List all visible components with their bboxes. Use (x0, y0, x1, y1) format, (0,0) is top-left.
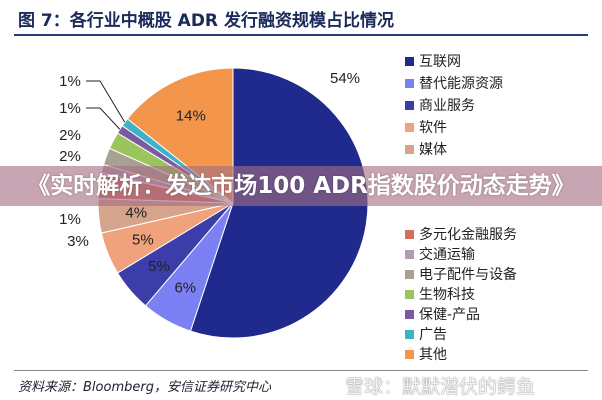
legend-swatch (405, 249, 414, 259)
data-label: 5% (148, 258, 170, 275)
legend-swatch (405, 78, 414, 88)
legend-item: 媒体 (405, 138, 503, 160)
data-label: 54% (330, 70, 360, 87)
legend-item: 软件 (405, 116, 503, 138)
legend-swatch (405, 100, 414, 110)
legend-swatch (405, 144, 414, 154)
legend-label: 电子配件与设备 (419, 267, 517, 283)
legend: 互联网替代能源资源 商业服务软件媒体 (405, 50, 503, 160)
legend-item: 交通运输 (405, 244, 517, 264)
data-label: 5% (132, 231, 154, 248)
legend-label: 互联网 (419, 54, 461, 70)
title-divider (14, 34, 588, 36)
data-label: 3% (67, 233, 89, 250)
legend-label: 交通运输 (419, 247, 475, 263)
legend-swatch (405, 56, 414, 66)
legend-swatch (405, 309, 414, 319)
data-label: 1% (59, 73, 81, 90)
legend-continued: 多元化金融服务 交通运输电子配件与设备 生物科技保健-产品广告其他 (405, 224, 517, 364)
banner-text: 《实时解析：发达市场100 ADR指数股价动态走势》 (27, 173, 575, 199)
legend-label: 多元化金融服务 (419, 227, 517, 243)
legend-label: 生物科技 (419, 287, 475, 303)
legend-label: 媒体 (419, 142, 447, 158)
watermark: 雪球：默默潜伏的鳄鱼 (345, 376, 536, 398)
legend-label: 商业服务 (419, 98, 475, 114)
data-label: 4% (125, 204, 147, 221)
legend-item: 商业服务 (405, 94, 503, 116)
legend-item: 多元化金融服务 (405, 224, 517, 244)
source-note: 资料来源：Bloomberg，安信证券研究中心 (18, 380, 271, 395)
legend-item: 广告 (405, 324, 517, 344)
legend-swatch (405, 289, 414, 299)
legend-item: 生物科技 (405, 284, 517, 304)
legend-label: 其他 (419, 347, 447, 363)
legend-swatch (405, 329, 414, 339)
legend-item: 互联网 (405, 50, 503, 72)
leader-line (86, 107, 121, 130)
legend-label: 软件 (419, 120, 447, 136)
legend-item: 电子配件与设备 (405, 264, 517, 284)
source-divider (14, 370, 588, 371)
chart-title: 图 7：各行业中概股 ADR 发行融资规模占比情况 (18, 11, 394, 31)
legend-label: 广告 (419, 327, 447, 343)
legend-swatch (405, 122, 414, 132)
legend-item: 保健-产品 (405, 304, 517, 324)
data-label: 2% (59, 148, 81, 165)
data-label: 1% (59, 100, 81, 117)
legend-swatch (405, 349, 414, 359)
legend-item: 替代能源资源 (405, 72, 503, 94)
overlay-banner (0, 166, 602, 206)
data-label: 1% (59, 211, 81, 228)
data-label: 6% (174, 280, 196, 297)
data-label: 14% (176, 107, 206, 124)
data-label: 2% (59, 127, 81, 144)
legend-label: 保健-产品 (419, 307, 481, 323)
legend-swatch (405, 229, 414, 239)
legend-label: 替代能源资源 (419, 76, 503, 92)
legend-item: 其他 (405, 344, 517, 364)
leader-line (86, 80, 126, 123)
legend-swatch (405, 269, 414, 279)
